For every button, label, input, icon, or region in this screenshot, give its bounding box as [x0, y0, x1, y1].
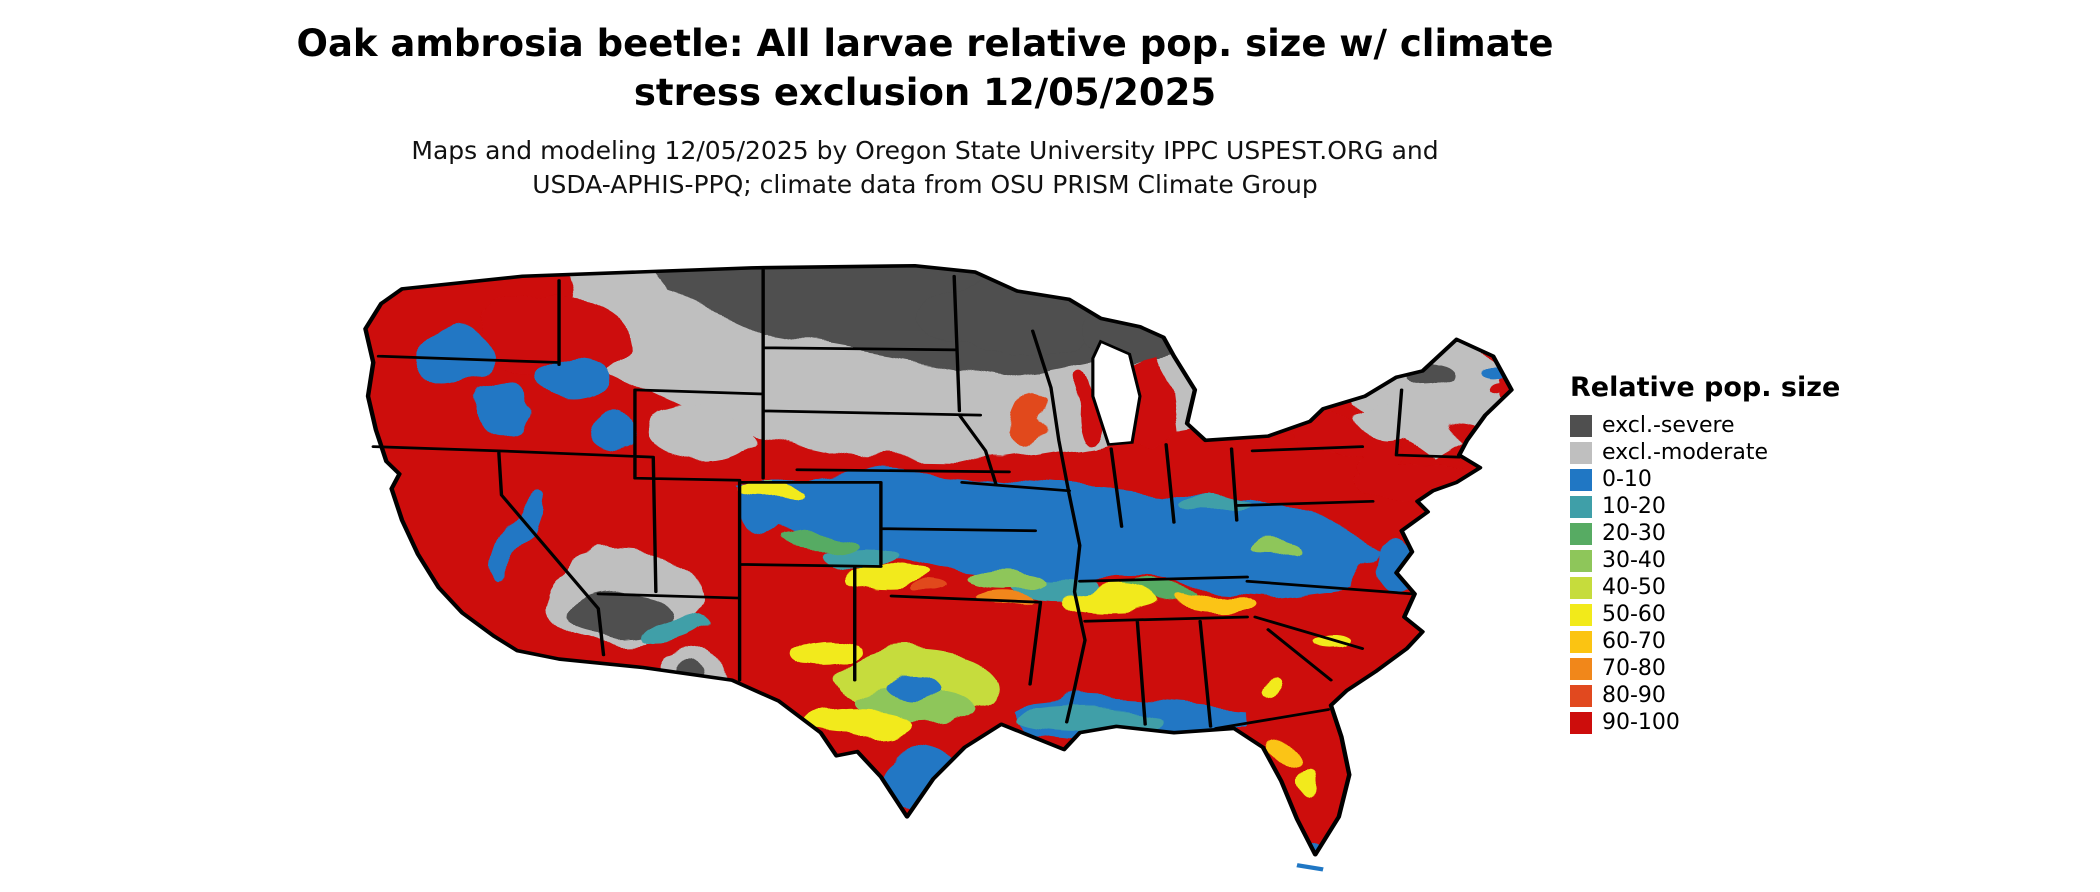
legend-item: 0-10: [1570, 467, 1850, 492]
legend-label: 60-70: [1602, 628, 1666, 654]
lake-michigan: [1091, 339, 1142, 446]
legend-item: 40-50: [1570, 575, 1850, 600]
legend-label: 80-90: [1602, 682, 1666, 708]
legend-item: excl.-moderate: [1570, 440, 1850, 465]
map-title-line1: Oak ambrosia beetle: All larvae relative…: [296, 22, 1554, 65]
legend-item: 70-80: [1570, 656, 1850, 681]
legend-swatch: [1570, 468, 1592, 491]
legend-swatch: [1570, 549, 1592, 572]
map-subtitle-line1: Maps and modeling 12/05/2025 by Oregon S…: [411, 135, 1439, 165]
legend-label: 40-50: [1602, 574, 1666, 600]
legend-title: Relative pop. size: [1570, 372, 1841, 403]
map-title: Oak ambrosia beetle: All larvae relative…: [0, 20, 1850, 118]
legend-item: 60-70: [1570, 629, 1850, 654]
us-map: [300, 230, 1556, 882]
legend-swatch: [1570, 630, 1592, 653]
legend-swatch: [1570, 522, 1592, 545]
legend-swatch: [1570, 495, 1592, 518]
legend-item: 50-60: [1570, 602, 1850, 627]
legend-label: 20-30: [1602, 520, 1666, 546]
map-subtitle-line2: USDA-APHIS-PPQ; climate data from OSU PR…: [532, 170, 1318, 200]
legend-label: 90-100: [1602, 709, 1680, 735]
legend-swatch: [1570, 576, 1592, 599]
state-borders: [371, 268, 1461, 730]
legend-label: 0-10: [1602, 466, 1652, 492]
map-subtitle: Maps and modeling 12/05/2025 by Oregon S…: [0, 134, 1850, 203]
us-map-graphic: [363, 263, 1514, 872]
legend-swatch: [1570, 711, 1592, 734]
legend-label: 50-60: [1602, 601, 1666, 627]
legend-item: excl.-severe: [1570, 413, 1850, 438]
legend-label: 30-40: [1602, 547, 1666, 573]
map-title-line2: stress exclusion 12/05/2025: [633, 70, 1217, 114]
us-outline: [363, 263, 1514, 857]
legend-item: 90-100: [1570, 710, 1850, 735]
legend-swatch: [1570, 414, 1592, 437]
legend-label: 10-20: [1602, 493, 1666, 519]
legend-item: 30-40: [1570, 548, 1850, 573]
legend-label: excl.-severe: [1602, 412, 1735, 438]
legend-swatch: [1570, 441, 1592, 464]
legend: Relative pop. size excl.-severe excl.-mod…: [1570, 372, 1850, 737]
florida-keys: [1296, 863, 1324, 872]
legend-items: excl.-severe excl.-moderate 0-10 10-20 20-30…: [1570, 413, 1850, 735]
legend-label: 70-80: [1602, 655, 1666, 681]
legend-item: 10-20: [1570, 494, 1850, 519]
header: Oak ambrosia beetle: All larvae relative…: [0, 20, 1850, 203]
legend-item: 20-30: [1570, 521, 1850, 546]
legend-item: 80-90: [1570, 683, 1850, 708]
legend-swatch: [1570, 657, 1592, 680]
legend-swatch: [1570, 684, 1592, 707]
legend-swatch: [1570, 603, 1592, 626]
legend-label: excl.-moderate: [1602, 439, 1768, 465]
